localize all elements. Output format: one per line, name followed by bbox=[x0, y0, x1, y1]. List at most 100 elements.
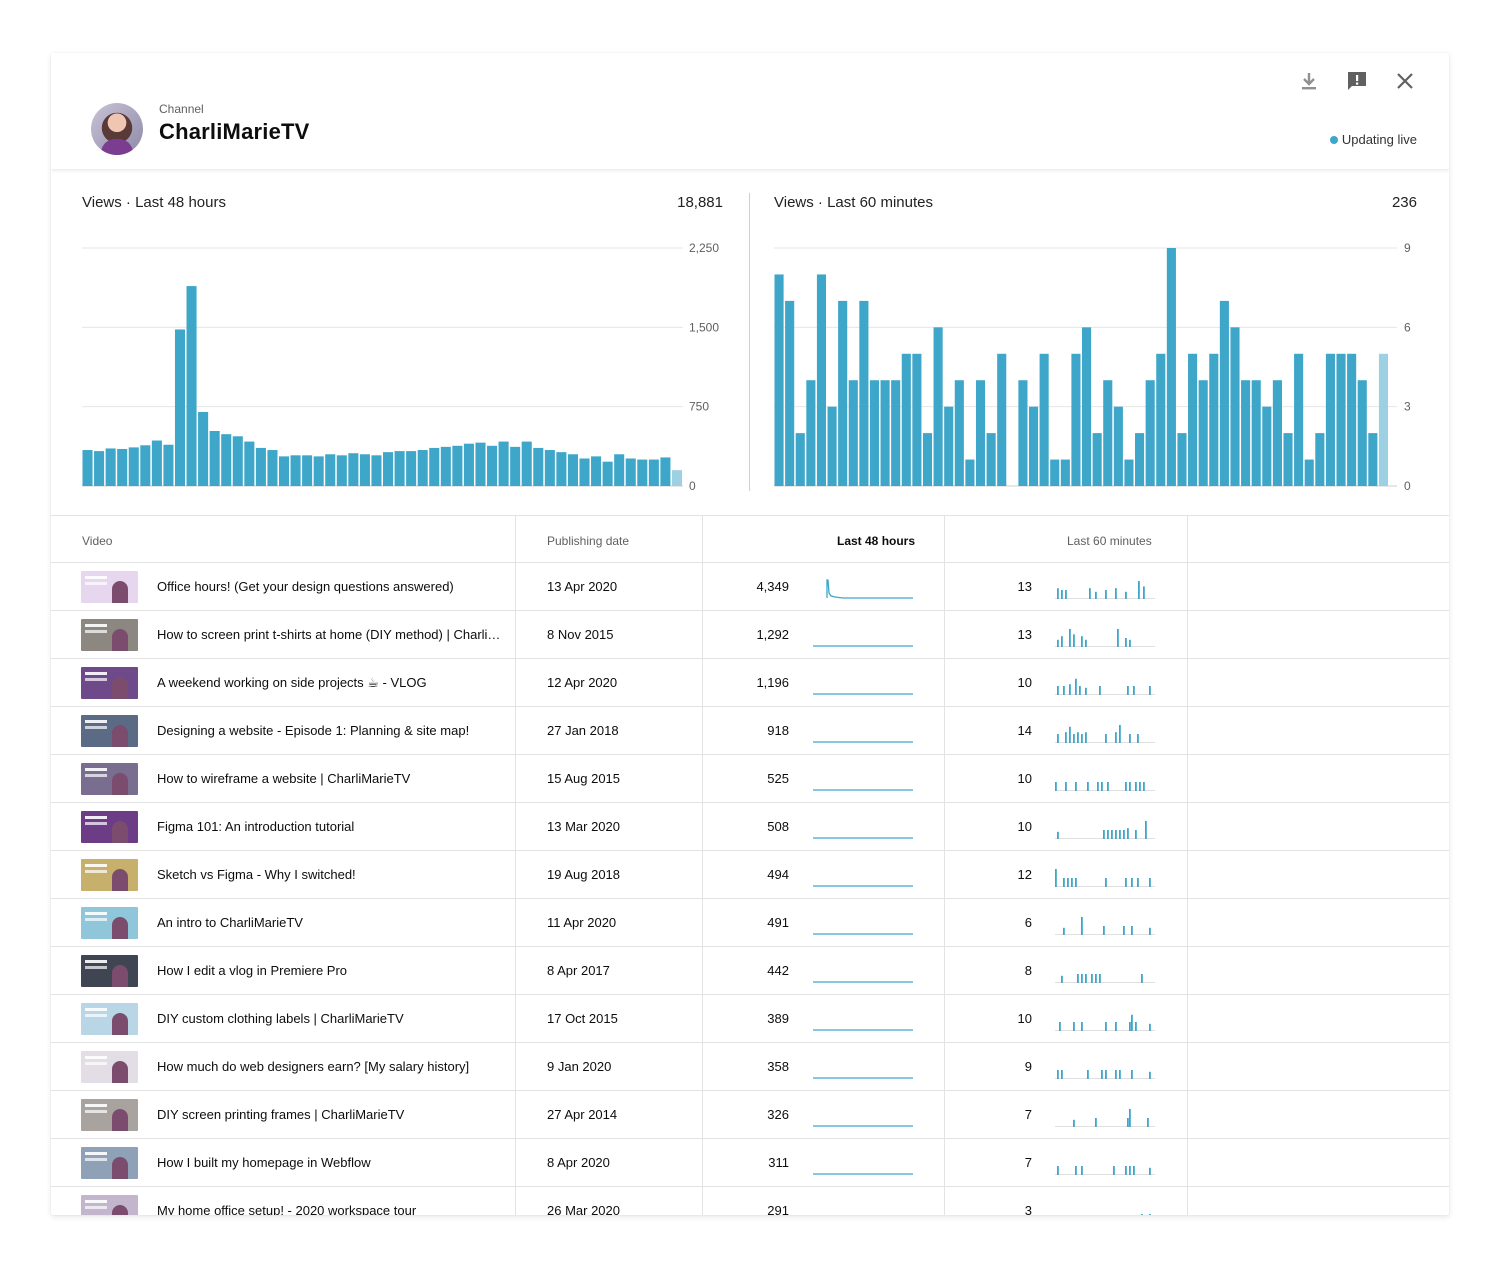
bar[interactable] bbox=[1209, 353, 1219, 486]
bar[interactable] bbox=[174, 329, 186, 486]
bar[interactable] bbox=[359, 454, 370, 486]
bar[interactable] bbox=[1103, 380, 1113, 486]
video-title[interactable]: Sketch vs Figma - Why I switched! bbox=[157, 867, 356, 882]
bar[interactable] bbox=[1262, 406, 1272, 486]
video-thumbnail[interactable] bbox=[81, 955, 138, 987]
bar[interactable] bbox=[1241, 380, 1251, 486]
bar[interactable] bbox=[1378, 353, 1388, 486]
bar[interactable] bbox=[452, 445, 463, 486]
bar[interactable] bbox=[648, 459, 659, 486]
video-title[interactable]: My home office setup! - 2020 workspace t… bbox=[157, 1203, 417, 1215]
bar[interactable] bbox=[1230, 327, 1240, 486]
bar[interactable] bbox=[1177, 433, 1187, 486]
bar[interactable] bbox=[336, 455, 347, 486]
bar[interactable] bbox=[774, 274, 784, 486]
bar[interactable] bbox=[417, 450, 428, 486]
bar[interactable] bbox=[232, 436, 243, 486]
video-title[interactable]: How I built my homepage in Webflow bbox=[157, 1155, 371, 1170]
bar[interactable] bbox=[1283, 433, 1293, 486]
bar[interactable] bbox=[278, 456, 290, 486]
bar[interactable] bbox=[625, 458, 636, 486]
bar[interactable] bbox=[209, 430, 220, 486]
video-title[interactable]: Designing a website - Episode 1: Plannin… bbox=[157, 723, 470, 738]
table-row[interactable]: How I built my homepage in Webflow 8 Apr… bbox=[51, 1139, 1449, 1187]
bar[interactable] bbox=[1368, 433, 1378, 486]
video-thumbnail[interactable] bbox=[81, 907, 138, 939]
bar[interactable] bbox=[544, 450, 555, 486]
bar[interactable] bbox=[1198, 380, 1208, 486]
bar[interactable] bbox=[198, 411, 209, 486]
bar[interactable] bbox=[1060, 459, 1070, 486]
bar[interactable] bbox=[255, 447, 266, 486]
bar[interactable] bbox=[1304, 459, 1314, 486]
bar[interactable] bbox=[671, 470, 682, 486]
bar[interactable] bbox=[579, 458, 590, 486]
video-thumbnail[interactable] bbox=[81, 571, 138, 603]
table-row[interactable]: Designing a website - Episode 1: Plannin… bbox=[51, 707, 1449, 755]
video-title[interactable]: DIY custom clothing labels | CharliMarie… bbox=[157, 1011, 404, 1026]
bar[interactable] bbox=[244, 441, 255, 486]
bar[interactable] bbox=[785, 300, 795, 486]
video-title[interactable]: How I edit a vlog in Premiere Pro bbox=[157, 963, 348, 978]
bar[interactable] bbox=[151, 440, 162, 486]
bar[interactable] bbox=[1071, 353, 1081, 486]
bar[interactable] bbox=[163, 444, 174, 486]
bar[interactable] bbox=[325, 454, 336, 486]
bar[interactable] bbox=[463, 443, 474, 486]
bar[interactable] bbox=[128, 447, 139, 486]
bar[interactable] bbox=[498, 441, 509, 486]
table-row[interactable]: DIY custom clothing labels | CharliMarie… bbox=[51, 995, 1449, 1043]
download-icon[interactable] bbox=[1295, 67, 1323, 95]
bar[interactable] bbox=[1347, 353, 1357, 486]
video-title[interactable]: How to screen print t-shirts at home (DI… bbox=[157, 627, 509, 642]
bar[interactable] bbox=[1156, 353, 1166, 486]
bar[interactable] bbox=[440, 446, 451, 486]
bar[interactable] bbox=[394, 451, 405, 486]
table-row[interactable]: How much do web designers earn? [My sala… bbox=[51, 1043, 1449, 1091]
bar[interactable] bbox=[510, 446, 521, 486]
table-row[interactable]: How I edit a vlog in Premiere Pro 8 Apr … bbox=[51, 947, 1449, 995]
bar[interactable] bbox=[1294, 353, 1304, 486]
video-title[interactable]: A weekend working on side projects ☕ - V… bbox=[157, 675, 427, 690]
video-title[interactable]: An intro to CharliMarieTV bbox=[157, 915, 303, 930]
bar[interactable] bbox=[290, 455, 301, 486]
bar[interactable] bbox=[1219, 300, 1229, 486]
bar[interactable] bbox=[302, 455, 313, 486]
table-row[interactable]: DIY screen printing frames | CharliMarie… bbox=[51, 1091, 1449, 1139]
bar[interactable] bbox=[1145, 380, 1155, 486]
bar[interactable] bbox=[591, 456, 602, 486]
bar[interactable] bbox=[827, 406, 837, 486]
bar[interactable] bbox=[1028, 406, 1039, 486]
bar[interactable] bbox=[986, 433, 996, 486]
bar[interactable] bbox=[602, 461, 613, 486]
video-title[interactable]: How much do web designers earn? [My sala… bbox=[157, 1059, 470, 1074]
video-title[interactable]: How to wireframe a website | CharliMarie… bbox=[157, 771, 411, 786]
video-thumbnail[interactable] bbox=[81, 619, 138, 651]
bar[interactable] bbox=[521, 441, 532, 486]
video-thumbnail[interactable] bbox=[81, 1051, 138, 1083]
bar[interactable] bbox=[475, 442, 486, 486]
bar[interactable] bbox=[1325, 353, 1335, 486]
bar[interactable] bbox=[267, 450, 278, 486]
bar[interactable] bbox=[848, 380, 858, 486]
bar[interactable] bbox=[975, 380, 986, 486]
bar[interactable] bbox=[1251, 380, 1261, 486]
bar[interactable] bbox=[806, 380, 816, 486]
bar[interactable] bbox=[795, 433, 805, 486]
bar[interactable] bbox=[1357, 380, 1367, 486]
bar[interactable] bbox=[1135, 433, 1145, 486]
table-row[interactable]: My home office setup! - 2020 workspace t… bbox=[51, 1187, 1449, 1215]
bar[interactable] bbox=[912, 353, 922, 486]
video-thumbnail[interactable] bbox=[81, 811, 138, 843]
bar[interactable] bbox=[186, 286, 197, 486]
bar[interactable] bbox=[105, 448, 116, 486]
bar[interactable] bbox=[816, 274, 827, 486]
bar[interactable] bbox=[348, 453, 359, 486]
col-header-video[interactable]: Video bbox=[82, 534, 113, 548]
bar[interactable] bbox=[901, 353, 911, 486]
bar[interactable] bbox=[371, 455, 382, 486]
bar[interactable] bbox=[660, 457, 671, 486]
bar[interactable] bbox=[838, 300, 848, 486]
video-title[interactable]: Office hours! (Get your design questions… bbox=[157, 579, 454, 594]
video-thumbnail[interactable] bbox=[81, 859, 138, 891]
